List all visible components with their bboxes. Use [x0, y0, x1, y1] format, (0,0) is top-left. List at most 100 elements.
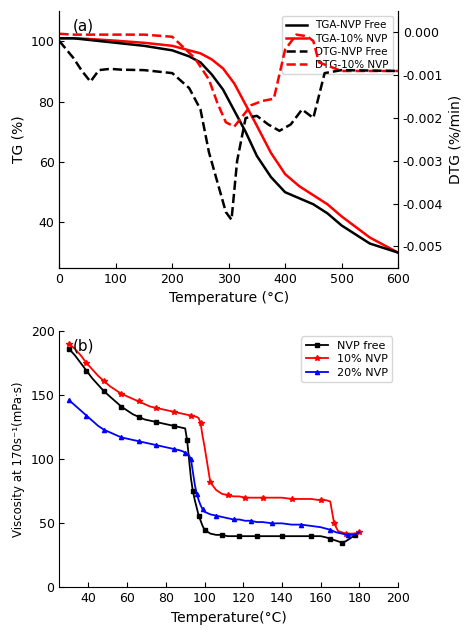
Legend: NVP free, 10% NVP, 20% NVP: NVP free, 10% NVP, 20% NVP [301, 336, 392, 382]
DTG-10% NVP [260, 97, 265, 105]
TGA-10% NVP [231, 80, 237, 87]
DTG-NVP Free [322, 69, 328, 77]
DTG-NVP Free [367, 67, 373, 74]
10% NVP [90, 366, 95, 373]
Line: TGA-NVP Free: TGA-NVP Free [59, 38, 398, 252]
DTG-10% NVP [206, 76, 212, 83]
TGA-NVP Free [283, 188, 288, 196]
TGA-NVP Free [220, 86, 226, 93]
DTG-10% NVP [56, 30, 62, 38]
TGA-10% NVP [395, 249, 401, 256]
NVP free [225, 532, 230, 540]
NVP free [279, 532, 285, 540]
DTG-NVP Free [299, 106, 305, 113]
Line: NVP free: NVP free [67, 347, 361, 544]
10% NVP [231, 492, 237, 500]
NVP free [208, 530, 213, 537]
TGA-NVP Free [99, 38, 105, 45]
TGA-10% NVP [254, 122, 260, 130]
DTG-NVP Free [234, 157, 240, 165]
DTG-10% NVP [85, 31, 91, 38]
Y-axis label: Viscosity at 170s⁻¹(mPa·s): Viscosity at 170s⁻¹(mPa·s) [12, 382, 25, 537]
DTG-NVP Free [395, 67, 401, 75]
TGA-NVP Free [198, 59, 203, 66]
10% NVP [339, 529, 345, 536]
10% NVP [242, 494, 248, 502]
TGA-NVP Free [296, 195, 302, 202]
TGA-10% NVP [283, 170, 288, 178]
Y-axis label: DTG (%/min): DTG (%/min) [449, 95, 463, 184]
DTG-NVP Free [310, 114, 316, 122]
20% NVP [231, 516, 237, 523]
DTG-NVP Free [206, 148, 212, 156]
20% NVP [181, 448, 186, 455]
Line: DTG-10% NVP: DTG-10% NVP [59, 34, 398, 127]
DTG-NVP Free [288, 121, 293, 128]
20% NVP [118, 434, 124, 441]
TGA-NVP Free [113, 39, 118, 46]
DTG-NVP Free [71, 54, 76, 62]
DTG-10% NVP [141, 31, 147, 38]
Line: DTG-NVP Free: DTG-NVP Free [59, 41, 398, 220]
TGA-NVP Free [141, 42, 147, 50]
DTG-NVP Free [118, 66, 124, 74]
DTG-10% NVP [169, 33, 175, 41]
Text: (a): (a) [73, 19, 94, 34]
DTG-10% NVP [367, 67, 373, 75]
10% NVP [343, 530, 348, 537]
DTG-NVP Free [228, 216, 234, 224]
DTG-10% NVP [305, 33, 310, 41]
DTG-NVP Free [79, 67, 85, 75]
TGA-10% NVP [198, 50, 203, 57]
DTG-NVP Free [107, 65, 113, 73]
Line: 10% NVP: 10% NVP [66, 341, 362, 536]
TGA-10% NVP [367, 233, 373, 241]
TGA-10% NVP [268, 149, 274, 157]
TGA-10% NVP [296, 183, 302, 190]
DTG-10% NVP [316, 59, 322, 66]
TGA-NVP Free [310, 200, 316, 208]
DTG-10% NVP [240, 112, 246, 120]
TGA-NVP Free [243, 128, 248, 135]
DTG-NVP Free [186, 84, 192, 92]
TGA-NVP Free [209, 71, 215, 78]
TGA-10% NVP [99, 36, 105, 44]
TGA-10% NVP [209, 55, 215, 63]
TGA-10% NVP [113, 37, 118, 45]
NVP free [182, 425, 188, 432]
DTG-NVP Free [96, 66, 102, 74]
10% NVP [356, 529, 362, 536]
10% NVP [171, 408, 176, 415]
DTG-10% NVP [215, 99, 220, 107]
TGA-10% NVP [220, 65, 226, 73]
TGA-10% NVP [325, 200, 330, 208]
TGA-NVP Free [169, 46, 175, 54]
DTG-NVP Free [169, 69, 175, 77]
DTG-10% NVP [113, 31, 118, 38]
Text: (b): (b) [73, 338, 94, 354]
20% NVP [66, 396, 72, 404]
TGA-NVP Free [325, 209, 330, 217]
TGA-NVP Free [254, 152, 260, 160]
TGA-10% NVP [56, 34, 62, 42]
TGA-10% NVP [243, 101, 248, 109]
NVP free [356, 529, 362, 536]
Line: TGA-10% NVP: TGA-10% NVP [59, 38, 398, 252]
DTG-10% NVP [283, 46, 288, 53]
DTG-NVP Free [254, 112, 260, 120]
TGA-NVP Free [71, 34, 76, 42]
TGA-NVP Free [56, 34, 62, 42]
TGA-NVP Free [367, 240, 373, 247]
X-axis label: Temperature (°C): Temperature (°C) [169, 291, 289, 305]
DTG-10% NVP [395, 67, 401, 75]
DTG-10% NVP [223, 118, 229, 126]
TGA-10% NVP [141, 39, 147, 46]
10% NVP [198, 420, 203, 427]
DTG-NVP Free [198, 106, 203, 113]
20% NVP [198, 502, 203, 509]
20% NVP [345, 531, 350, 539]
TGA-10% NVP [85, 35, 91, 43]
DTG-NVP Free [339, 66, 345, 74]
DTG-NVP Free [277, 127, 283, 135]
DTG-10% NVP [71, 31, 76, 38]
